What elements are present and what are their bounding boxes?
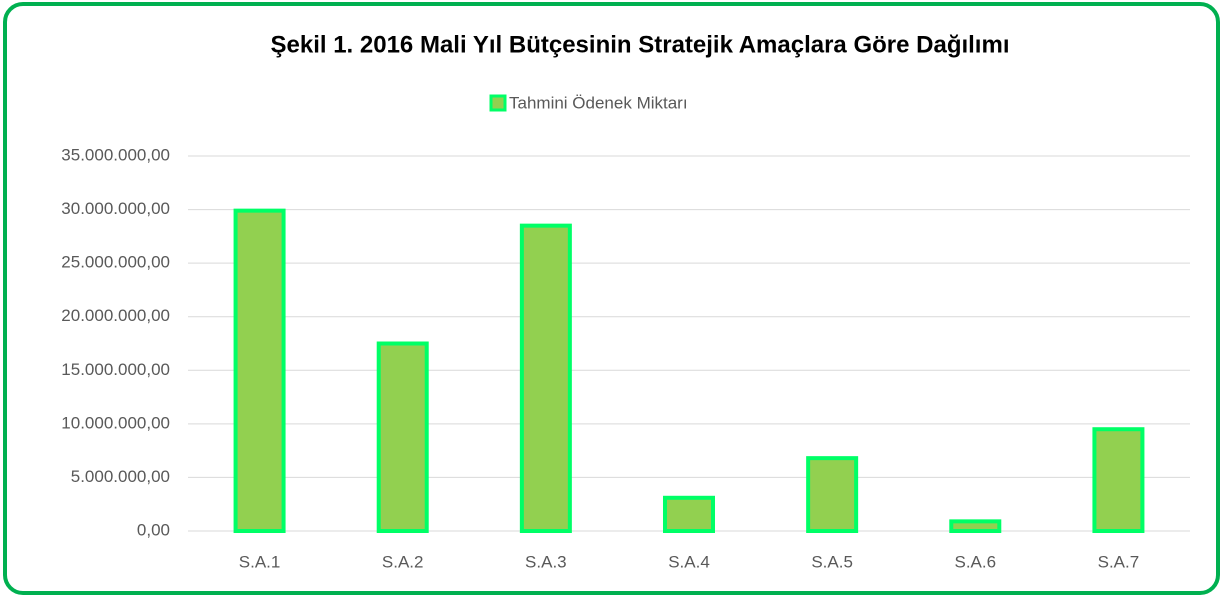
bar [519,223,572,533]
legend-swatch [489,94,507,112]
y-tick-label: 30.000.000,00 [61,199,170,218]
y-tick-label: 0,00 [137,520,170,539]
y-tick-label: 5.000.000,00 [71,467,170,486]
bar [233,208,286,533]
x-tick-label: S.A.2 [382,552,424,571]
y-tick-label: 20.000.000,00 [61,306,170,325]
bar [949,519,1002,533]
x-tick-label: S.A.1 [239,552,281,571]
y-tick-label: 10.000.000,00 [61,413,170,432]
bar [663,495,715,533]
legend-label: Tahmini Ödenek Miktarı [509,93,688,112]
y-tick-label: 15.000.000,00 [61,360,170,379]
x-tick-label: S.A.5 [811,552,853,571]
bar [806,456,859,533]
x-tick-label: S.A.6 [954,552,996,571]
x-tick-label: S.A.7 [1098,552,1140,571]
y-tick-label: 35.000.000,00 [61,145,170,164]
bar [376,341,429,533]
y-tick-label: 25.000.000,00 [61,253,170,272]
x-tick-label: S.A.4 [668,552,710,571]
x-tick-label: S.A.3 [525,552,567,571]
bar [1092,427,1145,534]
chart-border [3,2,1220,595]
chart-title: Şekil 1. 2016 Mali Yıl Bütçesinin Strate… [271,31,1010,58]
